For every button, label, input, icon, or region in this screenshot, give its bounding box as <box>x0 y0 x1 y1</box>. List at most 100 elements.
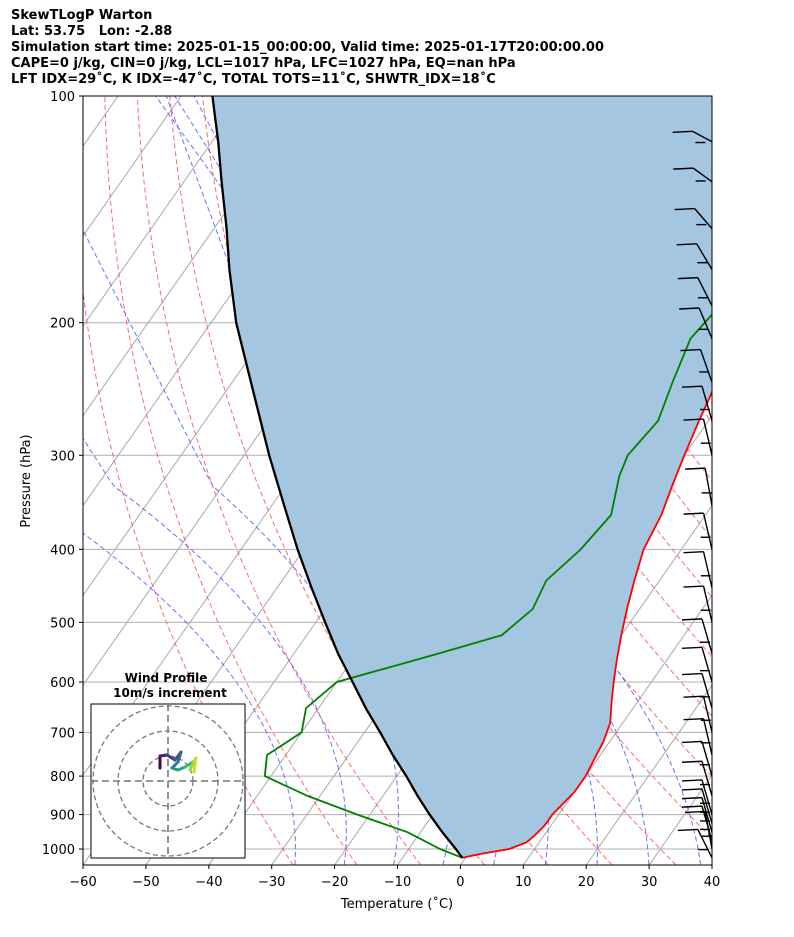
barb-flag <box>674 207 695 211</box>
wind-barbs <box>672 130 713 859</box>
temperature-line <box>462 390 712 859</box>
y-tick-label: 900 <box>50 809 75 824</box>
time-line: Simulation start time: 2025-01-15_00:00:… <box>11 40 604 55</box>
x-tick-label: −30 <box>258 875 285 890</box>
dry-adiabat <box>136 96 422 865</box>
barb-shaft <box>702 585 713 623</box>
cape-shading <box>212 96 712 858</box>
wind-barb <box>683 418 713 456</box>
wind-barb <box>677 828 713 859</box>
y-tick-label: 400 <box>50 543 75 558</box>
isotherm-line <box>522 594 712 865</box>
barb-flag <box>677 276 698 280</box>
dry-adiabat <box>723 96 794 865</box>
barb-shaft <box>701 386 713 422</box>
x-tick-label: 10 <box>515 875 532 890</box>
barb-flag <box>681 618 703 621</box>
y-tick-label: 200 <box>50 317 75 332</box>
wind-barb <box>683 585 713 623</box>
cape-area <box>212 96 712 858</box>
barb-flag <box>681 779 703 782</box>
barb-flag <box>681 760 703 763</box>
inset-subtitle: 10m/s increment <box>113 686 227 700</box>
wind-profile-inset: Wind Profile 10m/s increment <box>90 671 246 859</box>
wind-barb <box>683 512 713 550</box>
wind-barb <box>683 695 713 733</box>
barb-shaft <box>696 243 713 270</box>
barb-flag <box>681 385 703 388</box>
dewpoint-line <box>263 313 712 859</box>
barb-flag <box>683 550 704 554</box>
barb-flag <box>681 672 703 676</box>
cape-line: CAPE=0 j/kg, CIN=0 j/kg, LCL=1017 hPa, L… <box>11 56 516 71</box>
barb-shaft <box>701 673 713 709</box>
inset-title: Wind Profile <box>125 671 208 685</box>
barb-flag <box>683 512 704 515</box>
barb-flag <box>681 796 703 800</box>
barb-shaft <box>697 277 713 307</box>
wind-barb <box>680 348 713 383</box>
barb-flag <box>685 467 706 470</box>
wind-barb <box>681 385 713 422</box>
y-tick-label: 300 <box>50 449 75 464</box>
hodograph-segment <box>192 756 198 774</box>
y-tick-label: 100 <box>50 90 75 105</box>
y-tick-label: 600 <box>50 676 75 691</box>
wind-barb <box>679 307 713 339</box>
barb-shaft <box>702 512 713 550</box>
x-tick-label: −10 <box>384 875 411 890</box>
hodograph-segment <box>176 750 183 764</box>
barb-flag <box>683 585 704 588</box>
barb-shaft <box>701 761 713 797</box>
wind-barb <box>683 550 713 589</box>
x-axis-label: Temperature (˚C) <box>340 896 453 912</box>
barb-shaft <box>692 167 713 183</box>
x-axis-ticks: −60 −50 −40 −30 −20 −10 0 10 20 30 40 <box>69 865 720 890</box>
barb-flag <box>683 418 704 421</box>
barb-shaft <box>694 208 713 230</box>
dry-adiabat <box>83 287 294 865</box>
barb-shaft <box>702 695 713 733</box>
wind-barb <box>677 276 713 307</box>
barb-shaft <box>701 647 713 683</box>
barb-shaft <box>701 618 713 654</box>
barb-shaft <box>697 829 713 859</box>
barb-flag <box>673 167 694 170</box>
wind-barb <box>681 672 713 709</box>
barb-shaft <box>701 788 713 824</box>
hodograph <box>91 704 245 858</box>
x-tick-label: −50 <box>132 875 159 890</box>
wind-barb <box>674 207 713 230</box>
x-tick-label: 40 <box>704 875 721 890</box>
dry-adiabat <box>104 96 358 865</box>
barb-flag <box>681 740 703 744</box>
barb-shaft <box>698 307 713 339</box>
barb-flag <box>681 646 703 650</box>
y-tick-label: 500 <box>50 616 75 631</box>
y-tick-label: 1000 <box>42 843 75 858</box>
wind-barb <box>672 130 713 144</box>
y-tick-label: 700 <box>50 726 75 741</box>
isotherm-line <box>83 96 182 237</box>
isotherm-line <box>775 96 794 865</box>
wind-barb <box>681 618 713 654</box>
barb-shaft <box>701 741 713 777</box>
y-axis-label: Pressure (hPa) <box>19 434 34 527</box>
x-tick-label: 20 <box>578 875 595 890</box>
chart-title: SkewTLogP Warton <box>11 8 153 23</box>
barb-flag <box>677 828 698 832</box>
isotherm-line <box>83 96 308 417</box>
wind-barb <box>681 779 713 815</box>
isotherm-line <box>83 96 245 327</box>
barb-flag <box>681 788 703 791</box>
barb-shaft <box>702 418 713 456</box>
y-axis-ticks: 100 200 300 400 500 600 700 800 900 1000 <box>42 90 83 858</box>
isotherm-line <box>585 684 712 865</box>
barb-flag <box>681 805 703 808</box>
x-tick-label: −20 <box>321 875 348 890</box>
barb-flag <box>672 130 693 134</box>
x-tick-label: −60 <box>69 875 96 890</box>
indices-line: LFT IDX=29˚C, K IDX=-47˚C, TOTAL TOTS=11… <box>11 72 496 87</box>
wind-barb <box>681 740 713 777</box>
